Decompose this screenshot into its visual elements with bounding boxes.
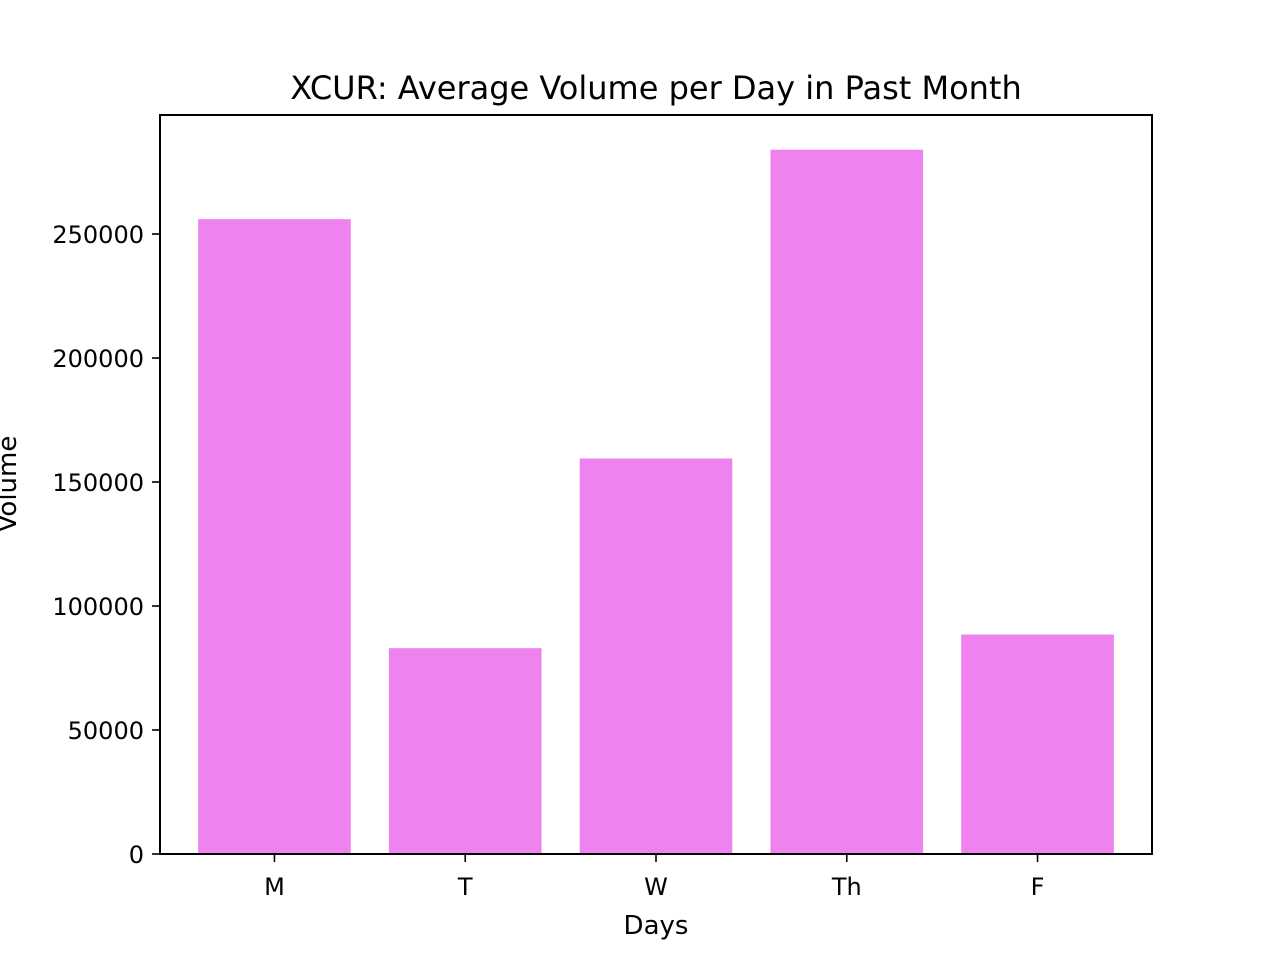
y-tick-label: 100000 xyxy=(52,593,144,621)
x-tick-label: W xyxy=(644,873,668,901)
x-tick-label: T xyxy=(457,873,473,901)
y-axis-ticks: 0 50000 100000 150000 200000 250000 xyxy=(52,221,160,869)
chart-title: XCUR: Average Volume per Day in Past Mon… xyxy=(290,69,1022,107)
x-axis-ticks: M T W Th F xyxy=(264,854,1044,901)
bar-th xyxy=(770,149,924,854)
bar-w xyxy=(579,458,733,854)
y-axis-label: Volume xyxy=(0,436,23,533)
y-tick-label: 150000 xyxy=(52,469,144,497)
bar-f xyxy=(961,634,1114,854)
bar-m xyxy=(198,219,351,854)
y-tick-label: 0 xyxy=(129,841,144,869)
x-axis-label: Days xyxy=(624,911,689,941)
bars-group xyxy=(198,149,1114,854)
y-tick-label: 250000 xyxy=(52,221,144,249)
y-tick-label: 50000 xyxy=(68,717,144,745)
y-tick-label: 200000 xyxy=(52,345,144,373)
x-tick-label: M xyxy=(264,873,285,901)
x-tick-label: Th xyxy=(831,873,862,901)
x-tick-label: F xyxy=(1031,873,1045,901)
bar-t xyxy=(388,648,542,854)
